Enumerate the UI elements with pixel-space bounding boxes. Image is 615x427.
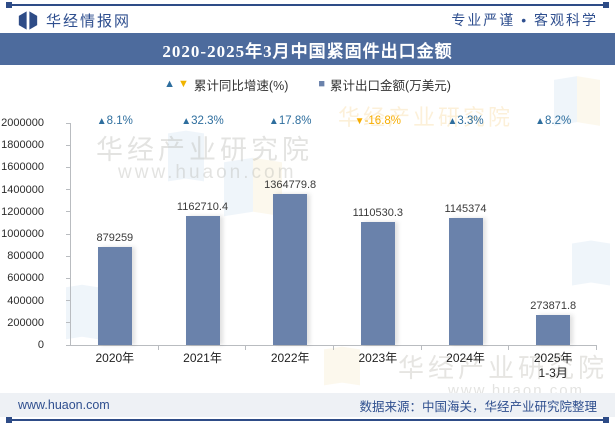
site-link[interactable]: www.huaon.com (18, 398, 110, 412)
y-tick-mark (66, 300, 70, 302)
value-label: 1145374 (444, 202, 487, 215)
up-triangle-icon: ▲ (181, 116, 192, 127)
footer: www.huaon.com 数据来源：中国海关，华经产业研究院整理 (0, 393, 615, 417)
y-tick-mark (66, 122, 70, 124)
chart-column: ▲32.3% 1162710.4 2021年 (159, 115, 247, 365)
growth-label: ▲3.3% (447, 115, 484, 127)
plot-area: ▲8.1% 879259 2020年 ▲32.3% 1162710.4 2021年 ▲17.… (1, 115, 597, 380)
bar (448, 217, 483, 345)
top-rule (6, 2, 609, 8)
growth-label: ▲32.3% (181, 115, 224, 127)
category-label: 2023年 (358, 351, 398, 365)
chart-column: ▲8.2% 273871.8 2025年 1-3月 (509, 115, 597, 380)
category-label: 2021年 (183, 351, 222, 365)
y-tick-label: 1600000 (1, 161, 44, 174)
x-tick-mark (596, 346, 597, 350)
legend-item-amount: ■ 累计出口金额(万美元) (318, 75, 450, 94)
y-tick-mark (66, 255, 70, 257)
y-tick-label: 800000 (7, 250, 44, 263)
value-label: 879259 (96, 232, 134, 245)
value-label: 273871.8 (530, 299, 577, 312)
header: 华经情报网 专业严谨 • 客观科学 (17, 9, 598, 31)
growth-label: ▲8.2% (535, 115, 572, 127)
x-tick-mark (420, 346, 422, 350)
bar-chart: 华经产业研究院 www.huaon.com 华经产业研究院 华经产业研究院 ww… (0, 76, 615, 399)
y-tick-mark (66, 189, 70, 191)
growth-label: ▼-16.8% (354, 115, 402, 127)
y-tick-label: 2000000 (1, 117, 44, 129)
title-band: 2020-2025年3月中国紧固件出口金额 (0, 33, 615, 65)
down-triangle-icon: ▼ (178, 78, 189, 90)
growth-label: ▲8.1% (96, 115, 133, 127)
category-label: 2025年 1-3月 (533, 351, 573, 380)
value-label: 1110530.3 (352, 206, 404, 219)
y-tick-mark (66, 277, 70, 279)
y-tick-label: 400000 (7, 294, 44, 307)
x-tick-mark (508, 346, 510, 350)
up-triangle-icon: ▲ (447, 116, 458, 127)
y-tick-mark (66, 233, 70, 235)
chart-column: ▲8.1% 879259 2020年 (71, 115, 159, 365)
y-tick-mark (66, 144, 70, 146)
legend: ▲ ▼ 累计同比增速(%) ■ 累计出口金额(万美元) (0, 74, 615, 94)
legend-item-growth: ▲ ▼ 累计同比增速(%) (164, 75, 288, 94)
brand-name: 华经情报网 (46, 12, 132, 30)
y-tick-label: 200000 (7, 316, 44, 329)
chart-column: ▲17.8% 1364779.8 2022年 (246, 115, 334, 365)
bar (185, 215, 220, 345)
legend-amount-label: 累计出口金额(万美元) (330, 78, 451, 93)
up-triangle-icon: ▲ (268, 116, 279, 127)
up-triangle-icon: ▲ (164, 78, 176, 90)
chart-title: 2020-2025年3月中国紧固件出口金额 (162, 41, 453, 61)
value-label: 1162710.4 (176, 200, 229, 213)
square-icon: ■ (318, 78, 326, 90)
bar (360, 221, 395, 345)
y-tick-mark (66, 211, 70, 213)
y-tick-label: 1800000 (1, 139, 44, 152)
growth-label: ▲17.8% (268, 115, 312, 127)
columns: ▲8.1% 879259 2020年 ▲32.3% 1162710.4 2021年 ▲17.… (71, 115, 597, 380)
category-label: 2022年 (270, 351, 310, 365)
x-tick-mark (245, 346, 247, 350)
x-tick-mark (157, 346, 159, 350)
data-source: 数据来源：中国海关，华经产业研究院整理 (359, 399, 597, 414)
brand: 华经情报网 (17, 10, 131, 31)
bar (97, 247, 132, 345)
x-tick-mark (333, 346, 334, 350)
y-tick-mark (66, 322, 70, 324)
bar (273, 193, 308, 345)
header-slogan: 专业严谨 • 客观科学 (451, 12, 598, 28)
bar (536, 314, 571, 345)
book-logo-icon (17, 10, 39, 30)
y-tick-label: 600000 (7, 272, 44, 285)
bottom-rule (6, 417, 609, 423)
up-triangle-icon: ▲ (96, 116, 107, 127)
category-label: 2024年 (446, 351, 485, 365)
y-tick-label: 0 (37, 339, 44, 351)
up-triangle-icon: ▲ (535, 116, 546, 127)
category-label: 2020年 (95, 351, 135, 365)
legend-growth-label: 累计同比增速(%) (193, 78, 289, 93)
y-tick-mark (66, 166, 70, 168)
value-label: 1364779.8 (264, 178, 317, 191)
y-tick-label: 1200000 (1, 205, 44, 218)
y-tick-label: 1400000 (1, 183, 44, 196)
y-tick-mark (66, 344, 70, 346)
chart-column: ▲3.3% 1145374 2024年 (422, 115, 510, 365)
y-tick-label: 1000000 (1, 228, 44, 240)
chart-column: ▼-16.8% 1110530.3 2023年 (334, 115, 422, 365)
down-triangle-icon: ▼ (354, 116, 365, 127)
